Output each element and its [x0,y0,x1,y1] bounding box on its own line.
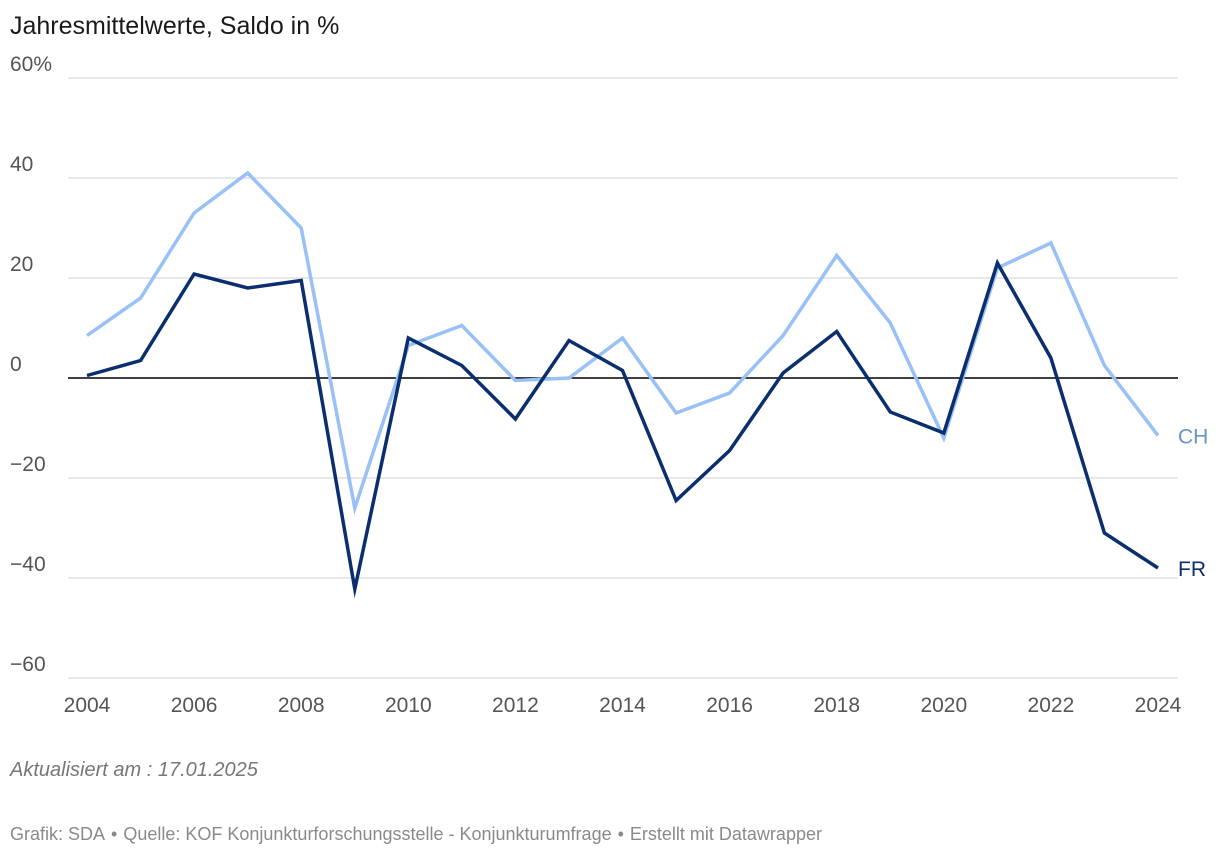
chart-title: Jahresmittelwerte, Saldo in % [10,12,340,40]
footer-separator: • [111,824,118,844]
x-tick-label: 2006 [171,694,218,717]
x-tick-label: 2012 [492,694,539,717]
x-tick-label: 2008 [278,694,325,717]
footer-quelle: Quelle: KOF Konjunkturforschungsstelle -… [123,824,612,844]
series-lines [85,170,1160,599]
series-end-labels: CH FR [1178,426,1208,582]
series-label-fr: FR [1178,558,1206,581]
series-label-ch: CH [1178,426,1208,449]
x-tick-label: 2016 [706,694,753,717]
y-tick-label: 0 [10,353,22,376]
y-tick-label: −20 [10,453,46,476]
x-tick-label: 2022 [1028,694,1075,717]
x-tick-label: 2014 [599,694,646,717]
y-tick-label: 60% [10,53,52,76]
y-tick-label: −40 [10,553,46,576]
footer-separator: • [617,824,624,844]
footer-grafik: Grafik: SDA [10,824,106,844]
footer-erstellt: Erstellt mit Datawrapper [629,824,822,844]
y-axis-tick-labels: 60% 40 20 0 −20 −40 −60 [10,53,52,676]
update-note: Aktualisiert am : 17.01.2025 [10,759,258,781]
x-tick-label: 2024 [1135,694,1182,717]
x-tick-label: 2010 [385,694,432,717]
y-tick-label: 20 [10,253,33,276]
series-line-ch [85,170,1160,515]
grid-lines [68,77,1178,679]
series-line-fr [86,258,1159,599]
x-tick-label: 2018 [813,694,860,717]
x-tick-label: 2020 [920,694,967,717]
source-footer: Grafik: SDA • Quelle: KOF Konjunkturforsch… [10,824,822,845]
x-tick-label: 2004 [64,694,111,717]
y-tick-label: −60 [10,653,46,676]
y-tick-label: 40 [10,153,33,176]
x-axis-tick-labels: 2004 2006 2008 2010 2012 2014 2016 2018 2020 2022… [64,694,1182,717]
